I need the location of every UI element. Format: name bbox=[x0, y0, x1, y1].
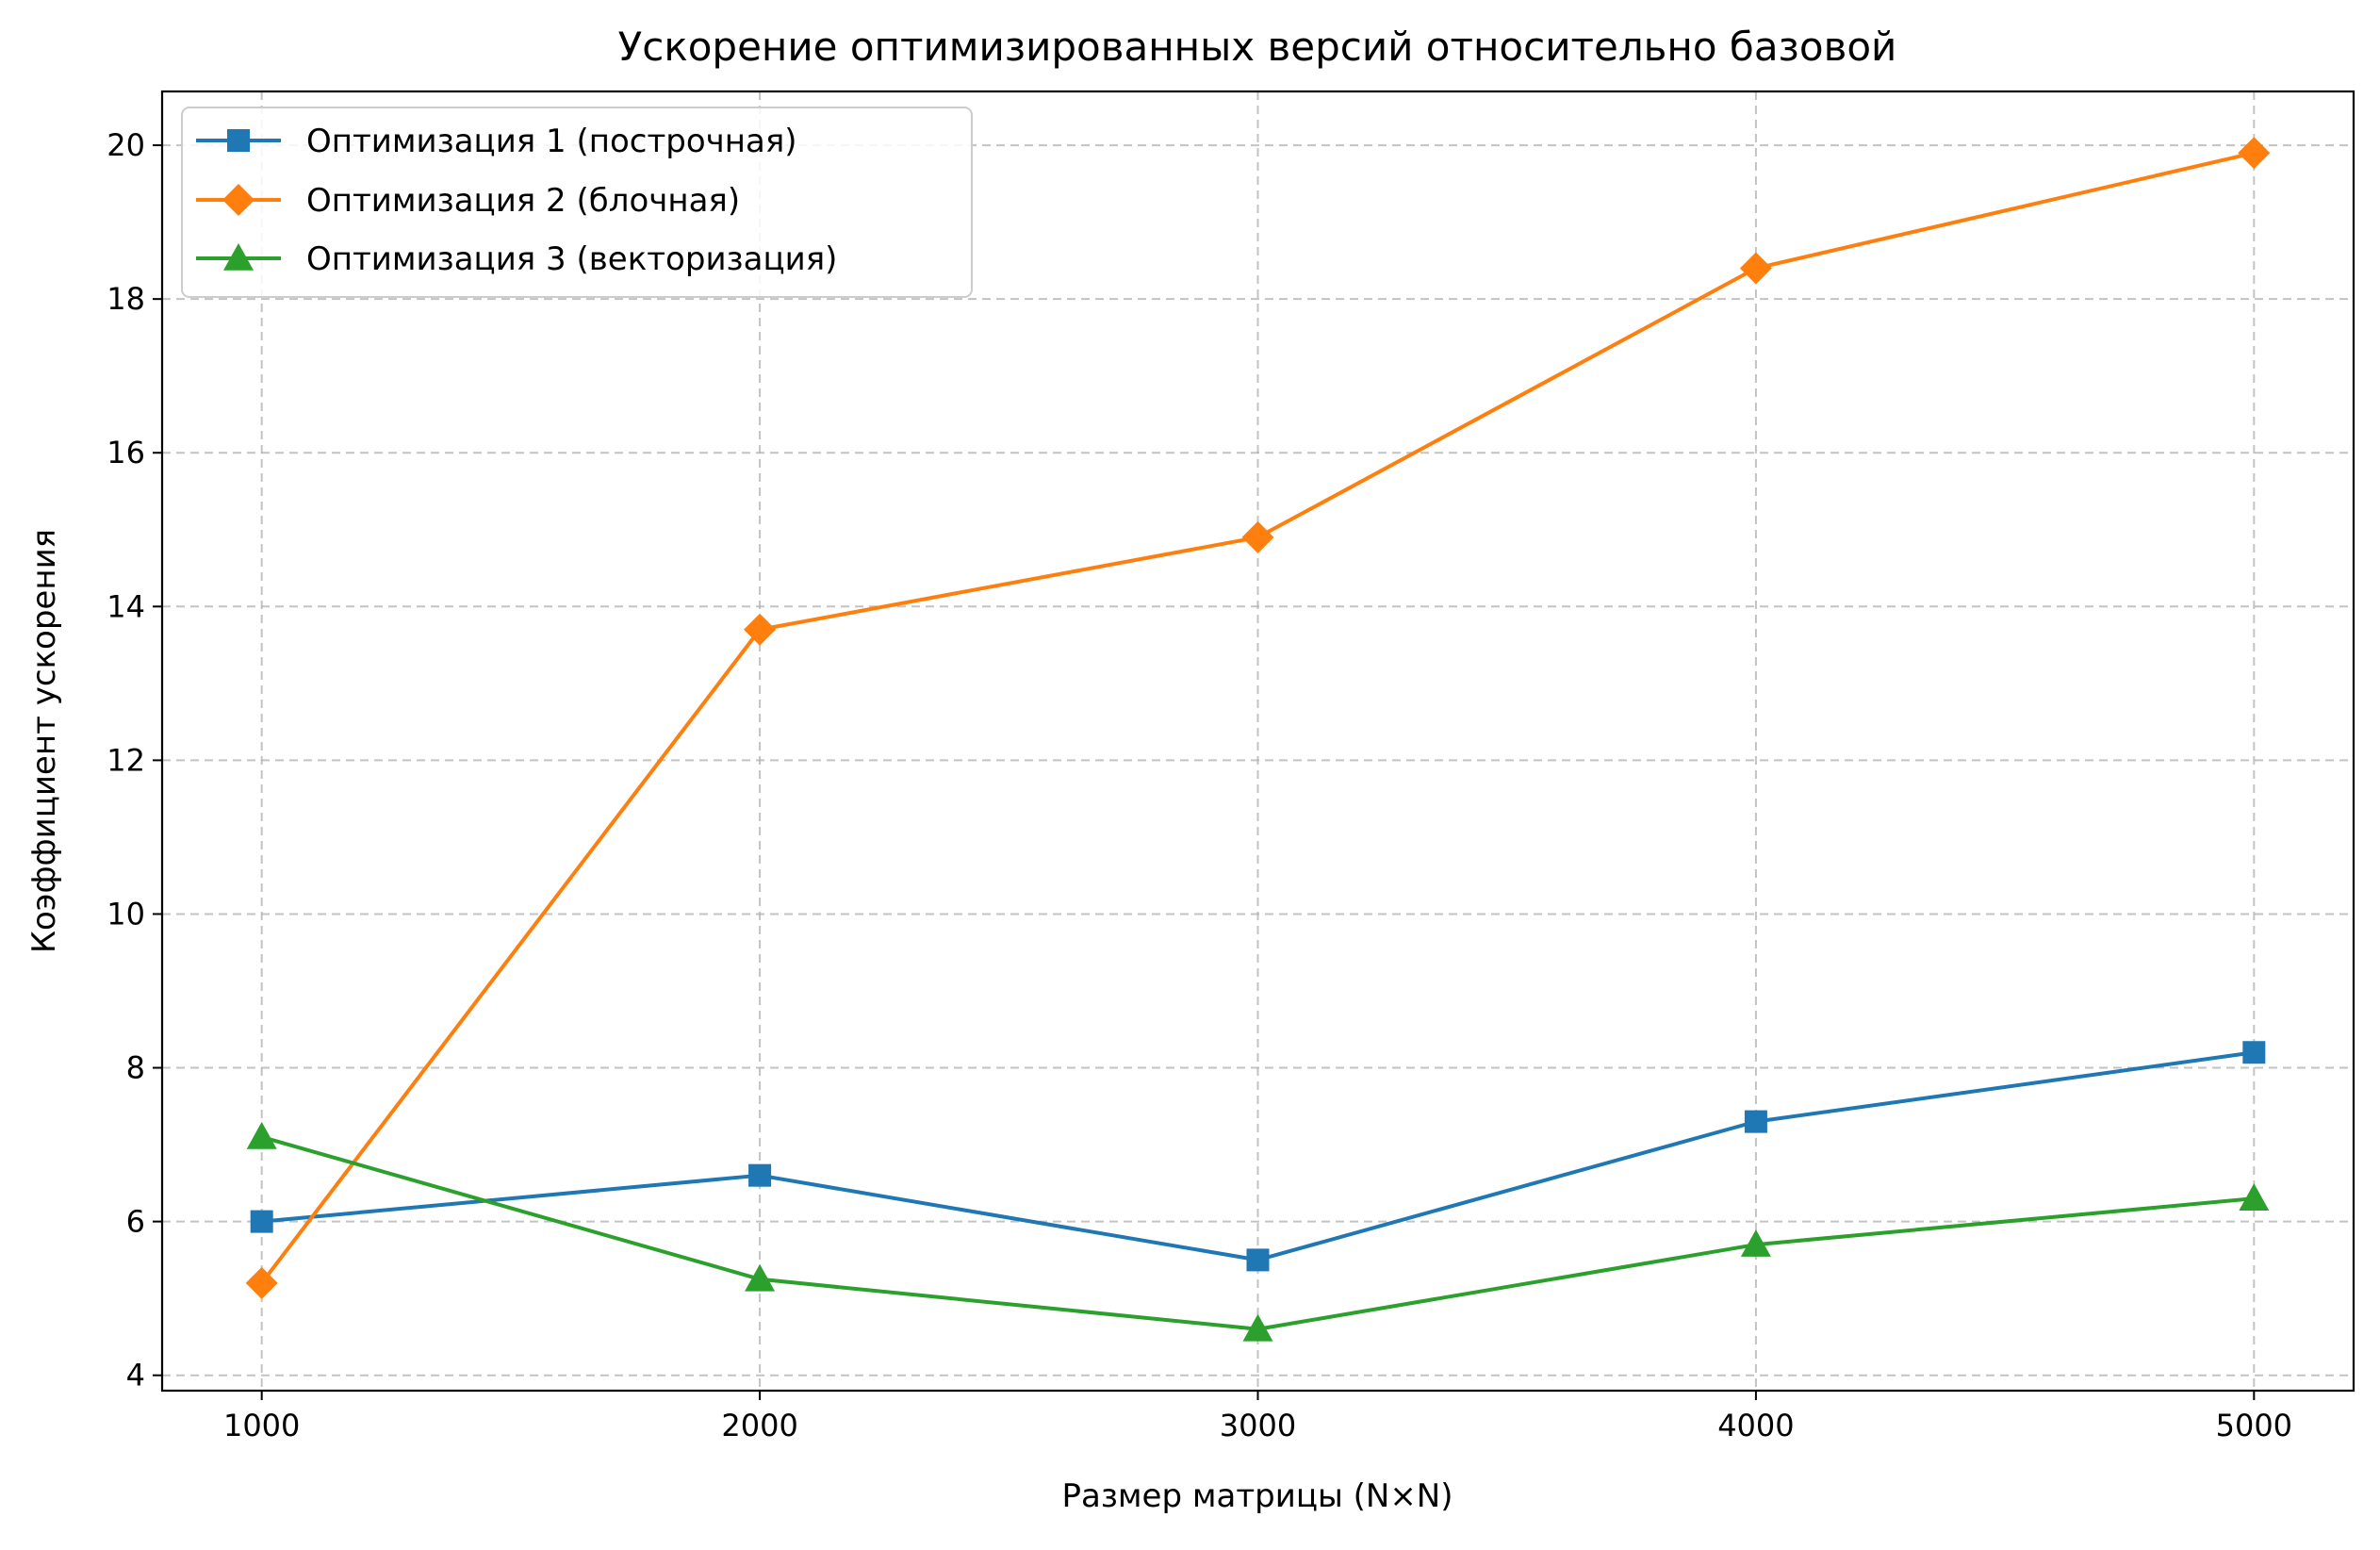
data-point bbox=[745, 1263, 776, 1292]
y-axis-title: Коэффициент ускорения bbox=[25, 529, 63, 953]
x-tick-label: 4000 bbox=[1717, 1408, 1794, 1443]
legend-entries: Оптимизация 1 (построчная) Оптимизация 2 … bbox=[196, 123, 837, 278]
series-3 bbox=[246, 1121, 2270, 1342]
data-point bbox=[748, 1163, 772, 1187]
data-point bbox=[245, 1266, 278, 1299]
data-point bbox=[1241, 520, 1274, 553]
chart-title: Ускорение оптимизированных версий относи… bbox=[618, 24, 1897, 70]
x-tick-label: 5000 bbox=[2216, 1408, 2292, 1443]
y-tick-label: 6 bbox=[126, 1204, 145, 1240]
data-point bbox=[2238, 137, 2271, 170]
y-tick-label: 12 bbox=[107, 742, 145, 778]
series-1 bbox=[250, 1041, 2266, 1272]
legend-marker bbox=[222, 184, 254, 216]
y-tick-label: 16 bbox=[107, 435, 145, 470]
legend-box bbox=[181, 107, 973, 298]
legend-marker bbox=[227, 129, 250, 152]
data-point bbox=[744, 613, 777, 646]
data-point bbox=[246, 1121, 277, 1149]
y-tick-label: 10 bbox=[107, 896, 145, 932]
y-axis-ticks: 4 6 8 10 12 14 16 18 20 bbox=[107, 127, 162, 1393]
data-point bbox=[1740, 1229, 1771, 1257]
data-point bbox=[1739, 252, 1772, 285]
legend-marker bbox=[223, 243, 254, 271]
x-axis-ticks: 1000 2000 3000 4000 5000 bbox=[223, 1391, 2292, 1443]
y-tick-label: 20 bbox=[107, 127, 145, 163]
x-tick-label: 2000 bbox=[721, 1408, 797, 1443]
grid bbox=[162, 91, 2354, 1391]
legend-entry: Оптимизация 2 (блочная) bbox=[196, 182, 740, 220]
legend-entry: Оптимизация 1 (построчная) bbox=[196, 123, 797, 160]
data-point bbox=[2242, 1041, 2266, 1064]
data-point bbox=[1744, 1110, 1767, 1133]
x-axis-title: Размер матрицы (N×N) bbox=[1061, 1477, 1453, 1515]
data-point bbox=[1246, 1248, 1270, 1272]
y-tick-label: 14 bbox=[107, 588, 145, 624]
series-2 bbox=[245, 137, 2271, 1299]
data-point bbox=[250, 1210, 273, 1233]
legend-label: Оптимизация 3 (векторизация) bbox=[306, 240, 837, 278]
x-tick-label: 3000 bbox=[1220, 1408, 1296, 1443]
y-tick-label: 4 bbox=[126, 1358, 145, 1393]
data-point bbox=[2239, 1183, 2270, 1211]
legend-label: Оптимизация 2 (блочная) bbox=[306, 182, 740, 220]
y-tick-label: 8 bbox=[126, 1050, 145, 1086]
x-tick-label: 1000 bbox=[223, 1408, 300, 1443]
y-tick-label: 18 bbox=[107, 281, 145, 317]
series-layer bbox=[245, 137, 2271, 1342]
legend: Оптимизация 1 (построчная) Оптимизация 2 … bbox=[181, 107, 973, 298]
legend-label: Оптимизация 1 (построчная) bbox=[306, 123, 797, 160]
legend-entry: Оптимизация 3 (векторизация) bbox=[196, 240, 837, 278]
data-point bbox=[1242, 1313, 1273, 1342]
